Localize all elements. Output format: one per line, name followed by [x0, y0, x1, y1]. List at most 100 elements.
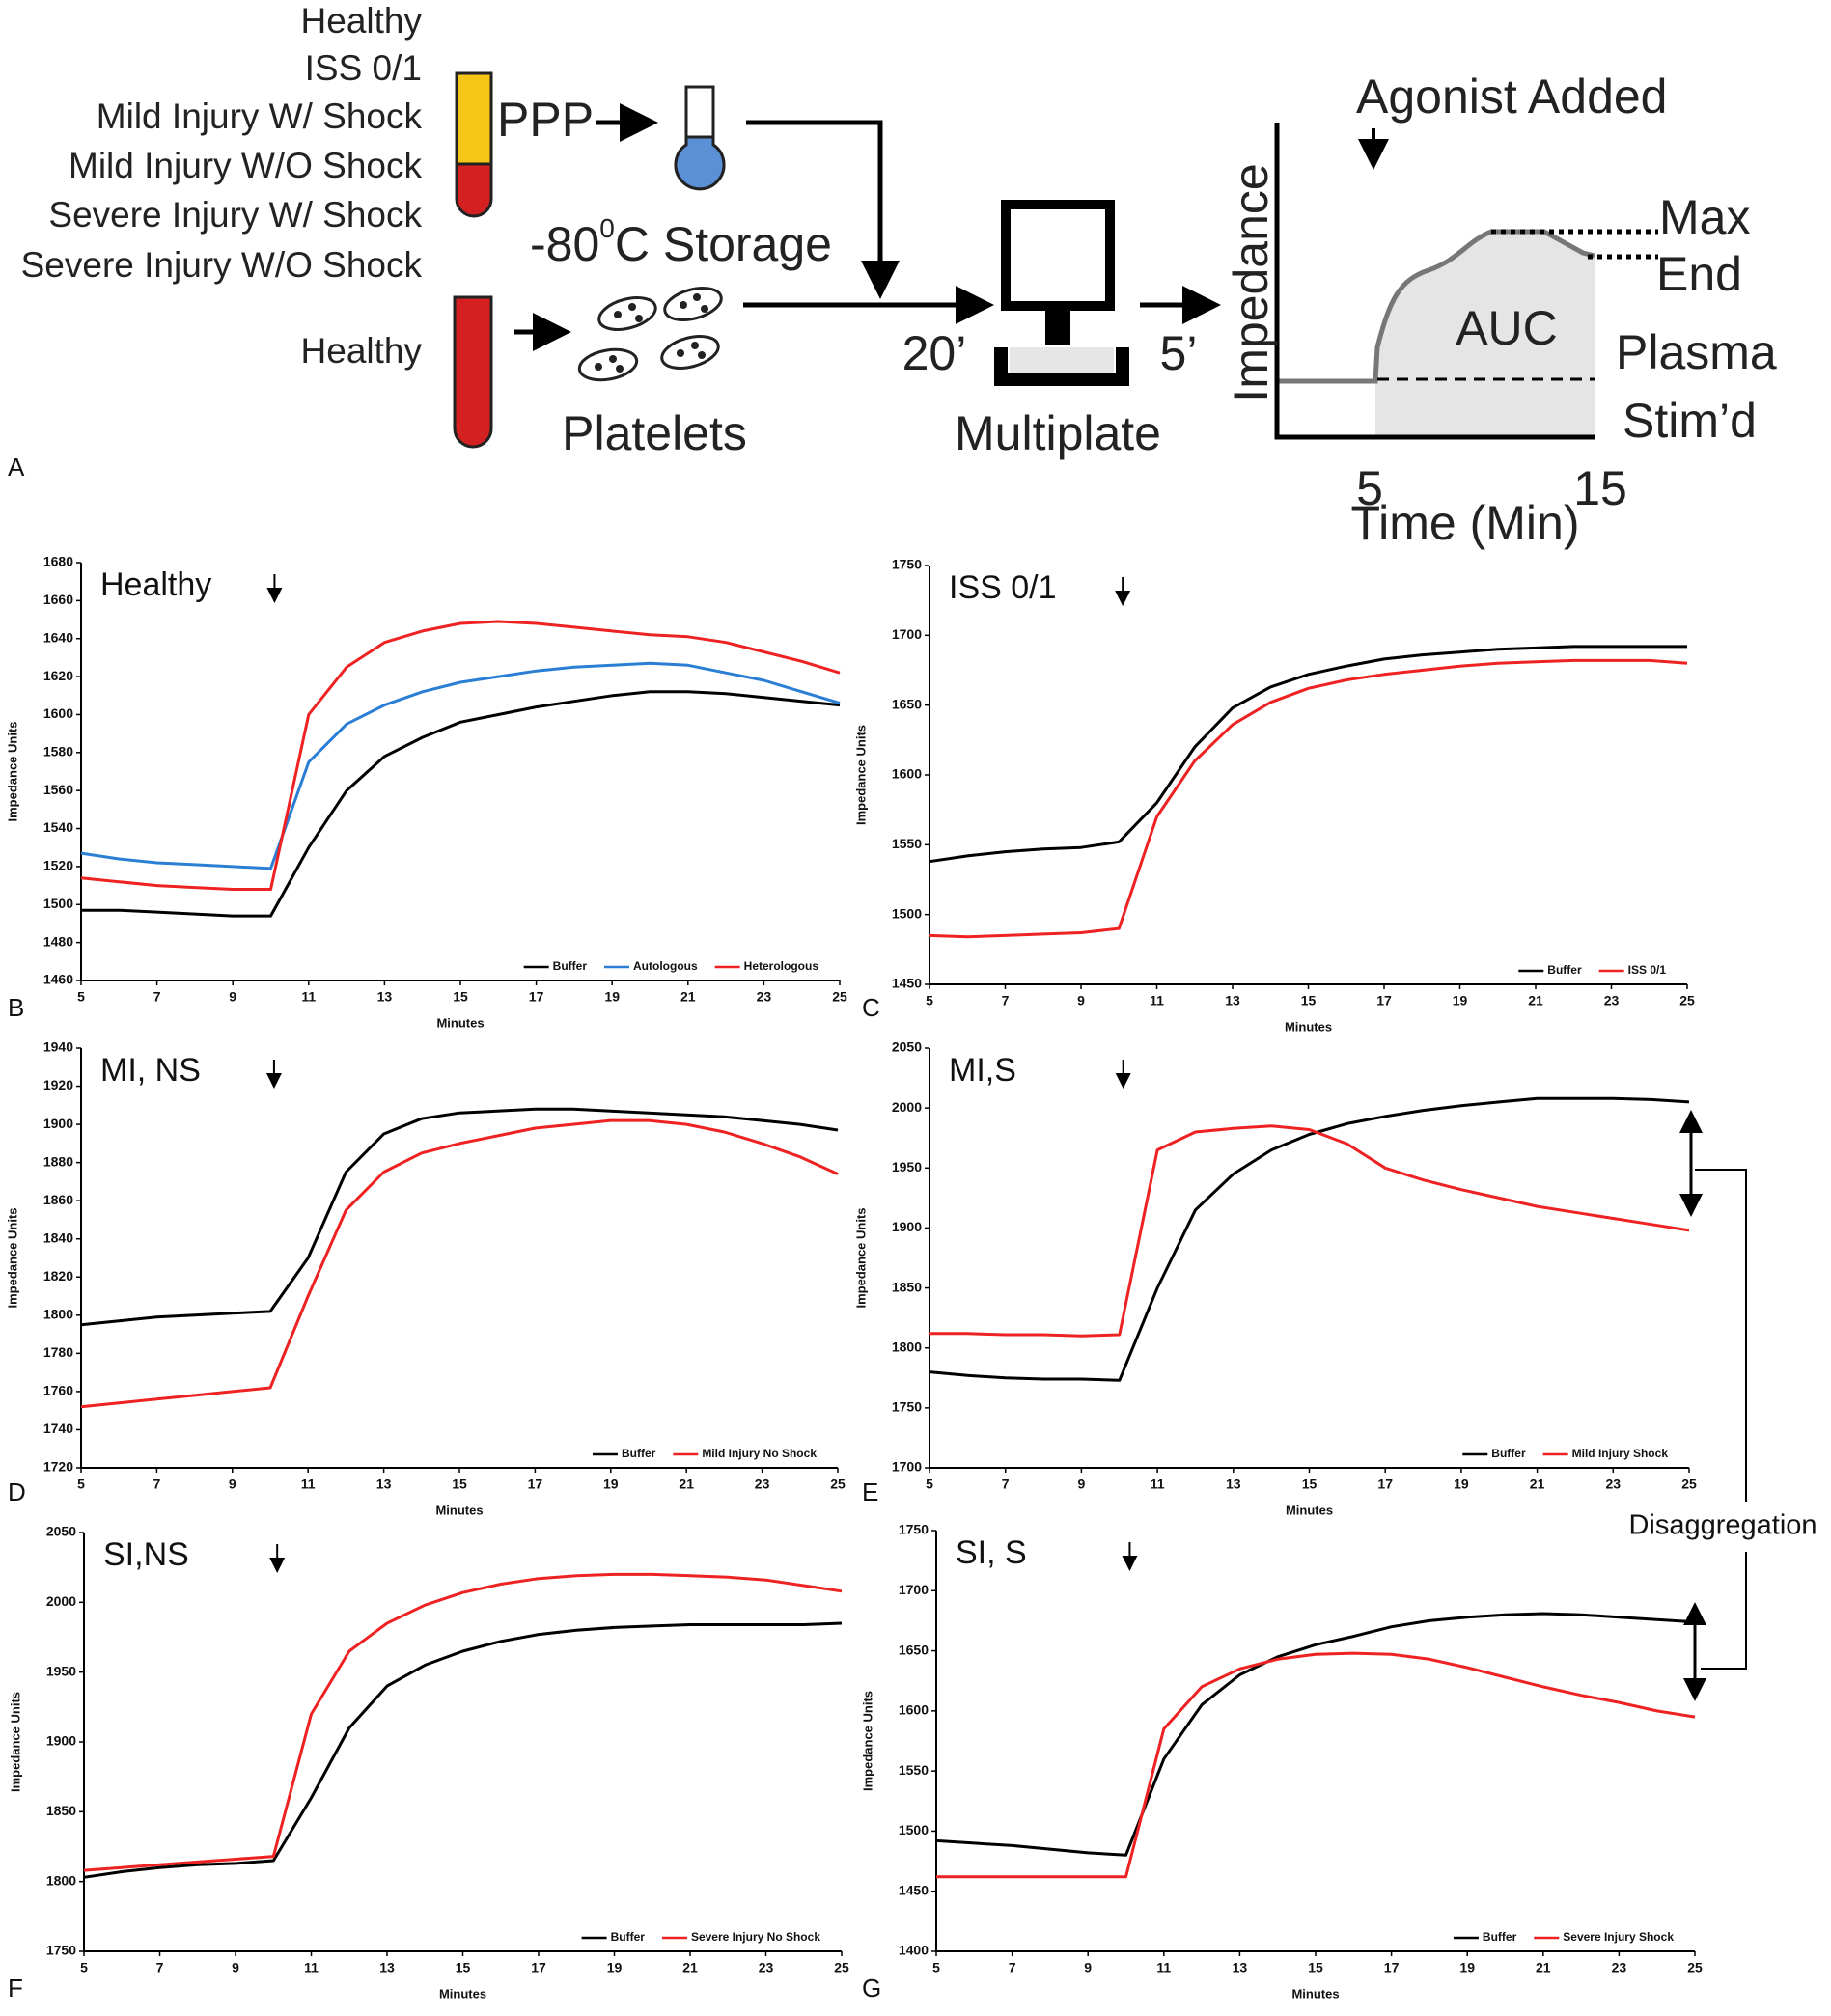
y-tick-label: 1920 — [43, 1077, 73, 1092]
y-axis-label: Impedance Units — [5, 1207, 19, 1308]
y-tick-label: 1850 — [46, 1803, 76, 1818]
x-tick-label: 13 — [1233, 1960, 1248, 1975]
y-tick-label: 1800 — [892, 1339, 922, 1354]
platelets-label: Platelets — [562, 406, 747, 460]
y-axis-label: Impedance Units — [8, 1692, 22, 1792]
x-tick-label: 9 — [229, 1477, 236, 1492]
chart-title: SI, S — [956, 1534, 1027, 1571]
chart: 1450 1500 1550 1600 1650 1700 1750 5 7 9 11 13 15 17 1… — [853, 557, 1695, 1035]
legend-label: Severe Injury Shock — [1563, 1930, 1674, 1944]
x-tick-label: 5 — [926, 993, 933, 1008]
annotation: Disaggregation — [1628, 1510, 1817, 1541]
group-label: Severe Injury W/O Shock — [21, 245, 423, 285]
x-tick-label: 9 — [1077, 993, 1085, 1008]
x-tick-label: 11 — [304, 1960, 319, 1975]
x-tick-label: 9 — [229, 989, 236, 1005]
storage-temp: -80 — [530, 217, 599, 271]
series-line — [929, 1096, 1690, 1382]
tube-plasma — [455, 71, 493, 166]
monitor-base — [994, 347, 1129, 386]
axes — [80, 563, 840, 981]
donor-label: Healthy — [301, 331, 423, 371]
x-tick-label: 19 — [1453, 993, 1468, 1008]
chart-title: MI, NS — [100, 1052, 201, 1089]
y-tick-label: 1750 — [892, 557, 922, 572]
y-tick-label: 1840 — [43, 1229, 73, 1245]
y-tick-label: 1600 — [899, 1702, 929, 1718]
chart: 1400 1450 1500 1550 1600 1650 1700 1750 5 7 9 11 13 1… — [860, 1522, 1703, 2002]
x-tick-label: 15 — [1302, 1477, 1318, 1492]
x-tick-label: 13 — [376, 1477, 392, 1492]
y-tick-label: 1650 — [899, 1642, 929, 1657]
axes — [935, 1531, 1695, 1952]
y-tick-label: 1680 — [43, 554, 73, 569]
x-tick-label: 17 — [531, 1960, 546, 1975]
y-tick-label: 2050 — [892, 1039, 922, 1055]
x-tick-label: 13 — [377, 989, 393, 1005]
group-label: Mild Injury W/O Shock — [69, 146, 422, 185]
legend-label: Buffer — [1483, 1930, 1517, 1944]
panel-label: F — [8, 1974, 23, 2002]
axes — [929, 1048, 1689, 1469]
legend: Buffer Severe Injury Shock — [1453, 1930, 1674, 1944]
x-tick-label: 23 — [759, 1960, 774, 1975]
group-label: ISS 0/1 — [305, 48, 422, 88]
y-tick-label: 1900 — [46, 1733, 76, 1749]
tube-blood — [453, 295, 493, 449]
y-tick-label: 1740 — [43, 1421, 73, 1436]
y-tick-label: 1500 — [899, 1822, 929, 1837]
y-tick-label: 1500 — [43, 896, 73, 911]
bracket — [1695, 1169, 1747, 1670]
chart-title: SI,NS — [103, 1536, 189, 1573]
panel-a: Healthy ISS 0/1 Mild Injury W/ Shock Mil… — [8, 1, 1777, 550]
x-tick-label: 21 — [680, 989, 696, 1005]
y-axis-label: Impedance Units — [5, 721, 19, 821]
chart: 1720 1740 1760 1780 1800 1820 1840 1860 1880 1900… — [5, 1039, 846, 1518]
schematic-axes — [1274, 123, 1595, 440]
x-tick-label: 15 — [456, 1960, 471, 1975]
plasma-label: Plasma — [1616, 325, 1777, 379]
y-tick-label: 1460 — [43, 972, 73, 987]
y-axis-label: Impedance Units — [860, 1691, 874, 1791]
storage-label: -800C Storage — [530, 213, 832, 271]
x-tick-label: 23 — [1612, 1960, 1627, 1975]
legend: Buffer Mild Injury Shock — [1462, 1447, 1668, 1460]
series-line — [83, 1572, 843, 1872]
y-tick-label: 1450 — [892, 976, 922, 991]
monitor-tray — [1010, 347, 1114, 373]
y-tick-label: 2000 — [46, 1593, 76, 1609]
stimd-label: Stim’d — [1623, 394, 1757, 448]
y-axis-label: Impedance Units — [853, 1207, 868, 1308]
panel-label: G — [862, 1974, 881, 2002]
y-tick-label: 1880 — [43, 1153, 73, 1169]
tube-cells — [455, 162, 493, 218]
legend-label: Heterologous — [744, 959, 819, 973]
x-axis-label: Minutes — [436, 1015, 484, 1030]
x-tick-label: 21 — [682, 1960, 698, 1975]
x-tick-label: 17 — [529, 989, 544, 1005]
y-tick-label: 1620 — [43, 668, 73, 683]
axes — [80, 1048, 838, 1469]
trace — [1279, 229, 1595, 384]
y-tick-label: 1560 — [43, 782, 73, 797]
x-tick-label: 17 — [1376, 993, 1392, 1008]
y-tick-label: 1720 — [43, 1459, 73, 1475]
series-line — [929, 658, 1688, 939]
x-tick-label: 5 — [77, 989, 85, 1005]
legend: Buffer Autologous Heterologous — [523, 959, 819, 973]
x-tick-label: 9 — [1078, 1477, 1086, 1492]
legend-label: Mild Injury No Shock — [702, 1447, 817, 1460]
x-tick-label: 11 — [1156, 1960, 1171, 1975]
x-tick-label: 17 — [528, 1477, 543, 1492]
series-line — [80, 620, 841, 891]
x-tick-label: 15 — [452, 1477, 467, 1492]
y-tick-label: 1750 — [46, 1943, 76, 1958]
y-tick-label: 1500 — [892, 905, 922, 921]
x-tick-label: 7 — [156, 1960, 164, 1975]
x-tick-label: 19 — [1454, 1477, 1469, 1492]
group-label: Mild Injury W/ Shock — [97, 97, 423, 136]
arrow — [746, 120, 900, 299]
legend-label: Mild Injury Shock — [1572, 1447, 1669, 1460]
legend: Buffer Mild Injury No Shock — [592, 1447, 817, 1460]
x-tick-label: 19 — [604, 989, 620, 1005]
